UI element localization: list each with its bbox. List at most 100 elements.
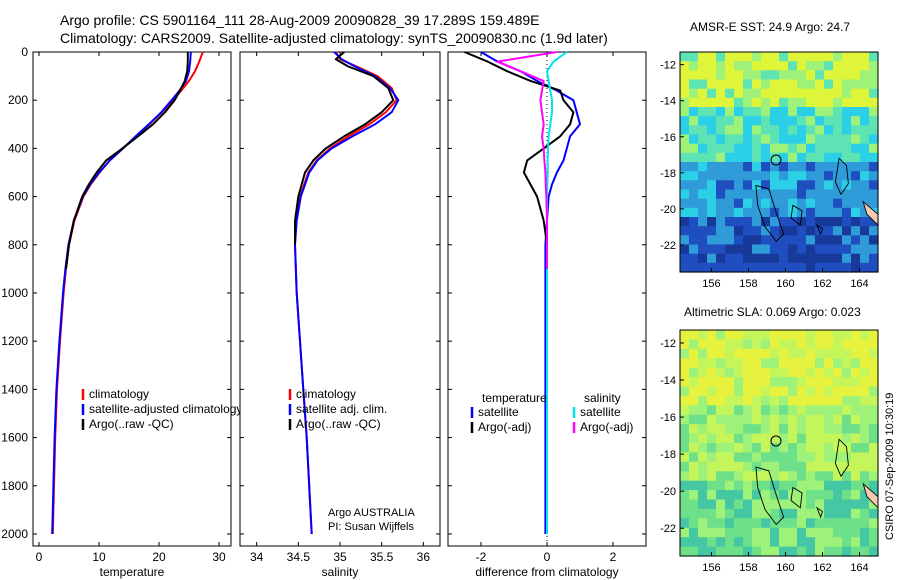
sst-map-cell <box>761 152 771 163</box>
sla-map-cell <box>743 443 753 453</box>
sla-map-cell <box>707 527 717 538</box>
sst-map-cell <box>734 61 744 71</box>
sla-map-cell <box>842 490 852 501</box>
sst-map-cell <box>734 198 744 209</box>
sla-map-cell <box>743 330 753 340</box>
sla-map-cell <box>815 518 825 529</box>
sla-map-cell <box>770 424 780 435</box>
sst-map-cell <box>698 116 708 126</box>
sla-map-cell <box>851 424 861 435</box>
sla-map-cell <box>707 499 717 510</box>
sst-map-cell <box>824 61 834 71</box>
sla-map-cell <box>860 471 870 482</box>
sst-map-cell <box>797 125 807 136</box>
sla-map-cell <box>860 367 870 378</box>
sst-map-cell <box>698 70 708 81</box>
sst-map-cell <box>716 61 726 71</box>
sst-map-cell <box>743 262 753 273</box>
sla-map-cell <box>797 499 807 510</box>
sst-map-cell <box>689 198 699 209</box>
sst-map-cell <box>815 79 825 90</box>
sla-map-cell <box>689 471 699 482</box>
sst-map-cell <box>743 107 753 117</box>
sst-map-cell <box>716 125 726 136</box>
sla-map-cell <box>761 358 771 369</box>
sla-map-cell <box>806 433 816 444</box>
sla-map-cell <box>698 433 708 444</box>
sla-map-cell <box>842 405 852 416</box>
sst-map-cell <box>761 143 771 154</box>
sst-map-cell <box>833 207 843 218</box>
sst-map-cell <box>860 134 870 145</box>
sst-map-cell <box>815 61 825 71</box>
sla-map-cell <box>779 377 789 388</box>
depth-tick-label: 600 <box>8 190 28 204</box>
sla-map-cell <box>797 330 807 340</box>
temperature-legend-label: satellite-adjusted climatology <box>89 402 242 416</box>
sst-map-lat-label: -14 <box>660 96 676 108</box>
sla-map-cell <box>788 527 798 538</box>
sst-map-cell <box>860 52 870 62</box>
sla-map-cell <box>860 414 870 425</box>
sst-map-cell <box>689 107 699 117</box>
sst-map-cell <box>761 207 771 218</box>
sst-map-cell <box>716 207 726 218</box>
sla-map-cell <box>707 518 717 529</box>
sla-map-cell <box>698 508 708 519</box>
sla-map-coastline <box>815 506 824 519</box>
sla-map-cell <box>788 386 798 397</box>
sst-map-cell <box>779 198 789 209</box>
sla-map-cell <box>680 480 690 491</box>
sla-map-cell <box>797 386 807 397</box>
sst-map-cell <box>698 262 708 273</box>
sst-map-cell <box>707 171 717 181</box>
difference-legend-label: Argo(-adj) <box>478 420 531 434</box>
sst-map-cell <box>824 189 834 200</box>
sla-map-cell <box>860 461 870 472</box>
sst-map-cell <box>770 88 780 99</box>
sla-map-cell <box>743 367 753 378</box>
sla-map-cell <box>833 386 843 397</box>
sla-map-cell <box>716 490 726 501</box>
sla-map-cell <box>752 527 762 538</box>
sst-map-cell <box>743 162 753 172</box>
sst-map-coastline <box>755 184 785 242</box>
profile-header: Argo profile: CS 5901164_111 28-Aug-2009… <box>60 12 540 28</box>
sla-map-cell <box>842 537 852 548</box>
sla-map-cell <box>833 490 843 501</box>
sla-map-cell <box>851 414 861 425</box>
sla-map-cell <box>860 339 870 350</box>
sst-map-cell <box>725 143 735 154</box>
sla-map-cell <box>689 348 699 359</box>
sla-map-cell <box>743 348 753 359</box>
difference-series-line-1 <box>464 51 575 269</box>
sla-map-cell <box>734 480 744 491</box>
sst-map-cell <box>833 97 843 108</box>
sst-map-cell <box>707 189 717 200</box>
sla-map-cell <box>815 537 825 548</box>
sst-map-cell <box>860 79 870 90</box>
sst-map-coastline <box>834 157 849 196</box>
sla-map-cell <box>779 424 789 435</box>
sst-map-cell <box>743 152 753 163</box>
sst-map-cell <box>716 79 726 90</box>
sst-map-cell <box>860 70 870 81</box>
sla-map-cell <box>833 395 843 406</box>
sst-map-cell <box>779 207 789 218</box>
sla-map-cell <box>815 330 825 340</box>
sla-map-cell <box>680 490 690 501</box>
sst-map-cell <box>743 253 753 264</box>
sla-map-cell <box>752 414 762 425</box>
sst-map-cell <box>788 207 798 218</box>
sst-map-cell <box>734 207 744 218</box>
sst-map-cell <box>869 171 879 181</box>
sla-map-cell <box>770 330 780 340</box>
sla-map-cell <box>770 452 780 463</box>
sla-map-cell <box>752 358 762 369</box>
sla-map-cell <box>734 537 744 548</box>
sla-map-cell <box>860 546 870 557</box>
sst-map-cell <box>779 79 789 90</box>
sst-map-cell <box>680 79 690 90</box>
sla-map-cell <box>770 546 780 557</box>
